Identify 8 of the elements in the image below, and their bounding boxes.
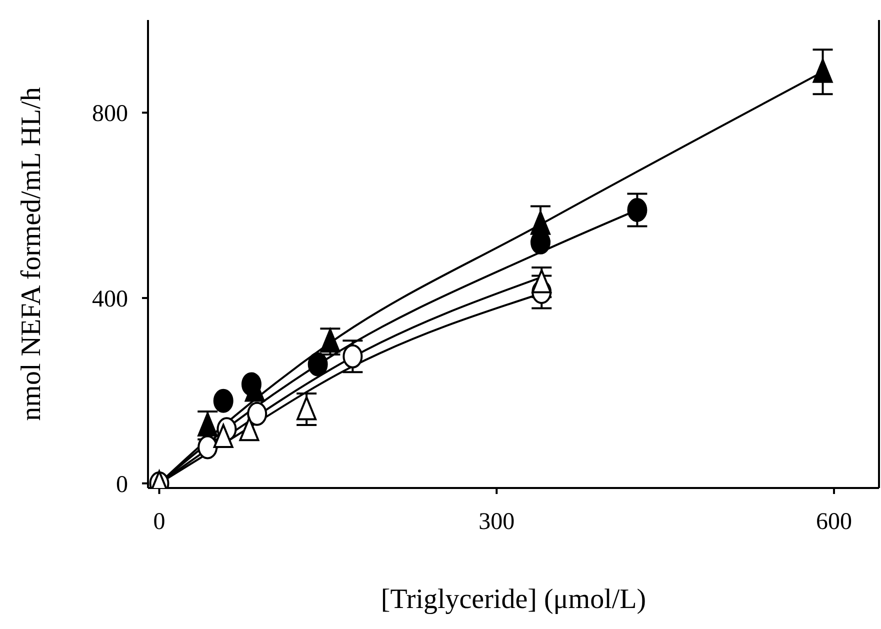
y-axis-title: nmol NEFA formed/mL HL/h xyxy=(16,87,47,421)
y-tick-label: 400 xyxy=(92,286,128,313)
x-tick-label: 0 xyxy=(153,509,166,536)
y-tick-label: 0 xyxy=(116,472,128,498)
y-tick-label: 800 xyxy=(92,101,128,128)
x-axis-title: [Triglyceride] (μmol/L) xyxy=(380,584,646,615)
x-tick-label: 600 xyxy=(816,509,852,536)
x-tick-label: 300 xyxy=(478,509,515,536)
